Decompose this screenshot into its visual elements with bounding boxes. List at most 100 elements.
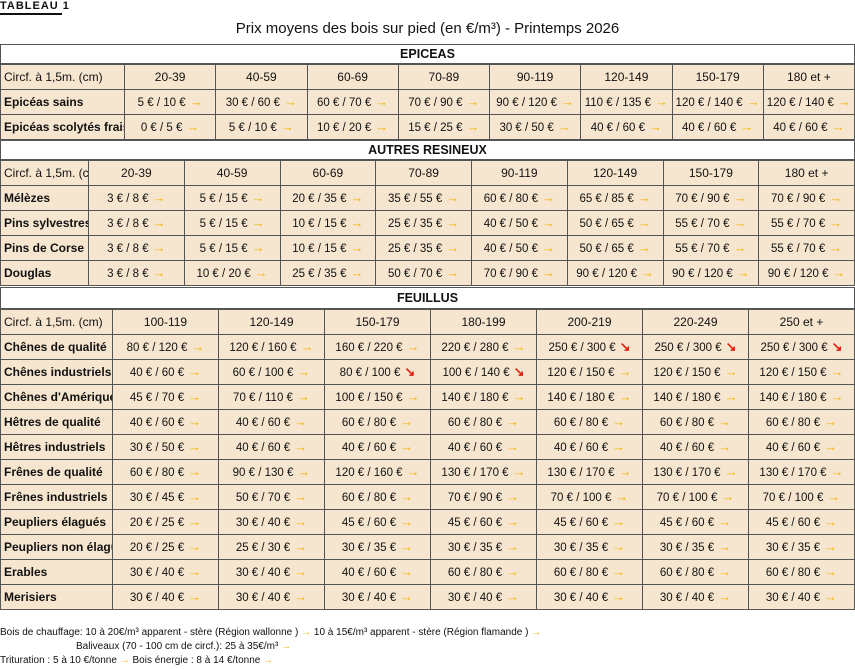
arrow-right-icon: → (637, 190, 651, 205)
price-range: 140 € / 180 € (759, 392, 827, 404)
price-range: 160 € / 220 € (335, 342, 403, 354)
arrow-right-icon: → (296, 389, 310, 404)
arrow-right-icon: → (350, 240, 364, 255)
price-range: 40 € / 60 € (553, 442, 609, 454)
price-cell: 25 € / 30 € → (218, 534, 325, 560)
price-range: 30 € / 40 € (129, 592, 185, 604)
arrow-right-icon: → (400, 564, 414, 579)
price-cell: 80 € / 100 € ↘ (324, 359, 431, 385)
price-range: 60 € / 80 € (341, 417, 397, 429)
price-range: 70 € / 90 € (675, 193, 730, 205)
price-cell: 40 € / 60 € → (430, 434, 537, 460)
price-range: 25 € / 35 € (387, 218, 443, 230)
price-cell: 30 € / 40 € → (430, 584, 537, 610)
price-range: 55 € / 70 € (675, 243, 730, 255)
price-range: 70 € / 90 € (770, 193, 826, 205)
price-range: 25 € / 35 € (292, 268, 347, 280)
price-cell: 60 € / 80 € → (430, 559, 537, 585)
price-range: 80 € / 120 € (126, 342, 188, 354)
column-header: 90-119 (488, 64, 582, 90)
price-range: 25 € / 30 € (235, 542, 291, 554)
price-cell: 10 € / 15 € → (279, 210, 377, 236)
arrow-right-icon: → (119, 655, 130, 666)
price-cell: 40 € / 60 € → (536, 434, 643, 460)
arrow-right-icon: → (400, 414, 414, 429)
row-label: Merisiers (0, 584, 113, 610)
arrow-right-icon: → (263, 655, 274, 666)
price-cell: 80 € / 120 € → (112, 334, 219, 360)
arrow-right-icon: → (300, 339, 314, 354)
price-cell: 40 € / 60 € → (762, 114, 855, 140)
price-cell: 15 € / 25 € → (397, 114, 491, 140)
price-cell: 55 € / 70 € → (662, 210, 760, 236)
price-cell: 120 € / 160 € → (324, 459, 431, 485)
price-range: 40 € / 60 € (773, 122, 828, 134)
row-label: Chênes de qualité (0, 334, 113, 360)
arrow-right-icon: → (612, 514, 626, 529)
arrow-right-icon: → (400, 489, 414, 504)
price-cell: 40 € / 60 € → (671, 114, 764, 140)
row-label: Epicéas sains (0, 89, 125, 115)
price-range: 70 € / 100 € (762, 492, 824, 504)
price-range: 5 € / 10 € (137, 97, 186, 109)
price-cell: 5 € / 15 € → (183, 210, 281, 236)
column-header: 40-59 (183, 160, 281, 186)
price-cell: 30 € / 35 € → (324, 534, 431, 560)
arrow-right-icon: → (827, 489, 841, 504)
column-header: 60-69 (279, 160, 377, 186)
column-header: 20-39 (123, 64, 217, 90)
arrow-right-icon: → (724, 364, 738, 379)
column-header: 220-249 (642, 309, 749, 335)
arrow-right-icon: → (152, 215, 166, 230)
price-range: 140 € / 180 € (653, 392, 721, 404)
price-range: 40 € / 60 € (659, 442, 715, 454)
price-cell: 50 € / 65 € → (566, 235, 664, 261)
price-range: 30 € / 45 € (129, 492, 185, 504)
row-label: Pins de Corse (0, 235, 89, 261)
price-range: 40 € / 60 € (447, 442, 503, 454)
price-range: 140 € / 180 € (441, 392, 509, 404)
price-cell: 30 € / 50 € → (112, 434, 219, 460)
price-range: 20 € / 25 € (129, 517, 185, 529)
footnote-line-2: Baliveaux (70 - 100 cm de circf.): 25 à … (76, 641, 291, 652)
column-header: 120-149 (218, 309, 325, 335)
table-row: Douglas 3 € / 8 € → 10 € / 20 € → 25 € / 35 €… (0, 260, 855, 286)
price-cell: 90 € / 120 € → (758, 260, 855, 286)
price-range: 30 € / 40 € (235, 517, 291, 529)
column-header: 250 et + (748, 309, 855, 335)
arrow-right-icon: → (740, 119, 754, 134)
price-range: 45 € / 60 € (659, 517, 715, 529)
price-cell: 40 € / 50 € → (471, 210, 568, 236)
price-range: 60 € / 80 € (553, 417, 609, 429)
arrow-right-icon: → (721, 489, 735, 504)
price-cell: 55 € / 70 € → (758, 210, 855, 236)
price-cell: 45 € / 70 € → (112, 384, 219, 410)
price-range: 30 € / 40 € (341, 592, 397, 604)
arrow-right-icon: → (718, 539, 732, 554)
arrow-right-icon: → (294, 439, 308, 454)
arrow-right-icon: → (824, 564, 838, 579)
price-cell: 3 € / 8 € → (88, 185, 185, 211)
price-range: 90 € / 120 € (767, 268, 829, 280)
price-range: 45 € / 60 € (553, 517, 609, 529)
price-range: 10 € / 15 € (292, 243, 347, 255)
arrow-right-icon: → (152, 240, 166, 255)
price-range: 5 € / 10 € (228, 122, 277, 134)
price-cell: 60 € / 80 € → (748, 559, 855, 585)
column-header: 150-179 (671, 64, 764, 90)
price-range: 40 € / 60 € (341, 567, 397, 579)
price-cell: 40 € / 60 € → (112, 359, 219, 385)
price-range: 10 € / 20 € (196, 268, 251, 280)
price-cell: 220 € / 280 € → (430, 334, 537, 360)
price-range: 15 € / 25 € (408, 122, 463, 134)
arrow-right-icon: → (733, 215, 747, 230)
price-cell: 3 € / 8 € → (88, 210, 185, 236)
price-range: 40 € / 60 € (129, 367, 185, 379)
price-range: 3 € / 8 € (107, 268, 149, 280)
price-range: 30 € / 40 € (235, 567, 291, 579)
table-row: Hêtres industriels 30 € / 50 € → 40 € / 60 … (0, 434, 855, 460)
price-range: 45 € / 70 € (129, 392, 185, 404)
price-cell: 70 € / 90 € → (662, 185, 760, 211)
price-range: 30 € / 40 € (553, 592, 609, 604)
arrow-right-icon: → (531, 627, 542, 638)
